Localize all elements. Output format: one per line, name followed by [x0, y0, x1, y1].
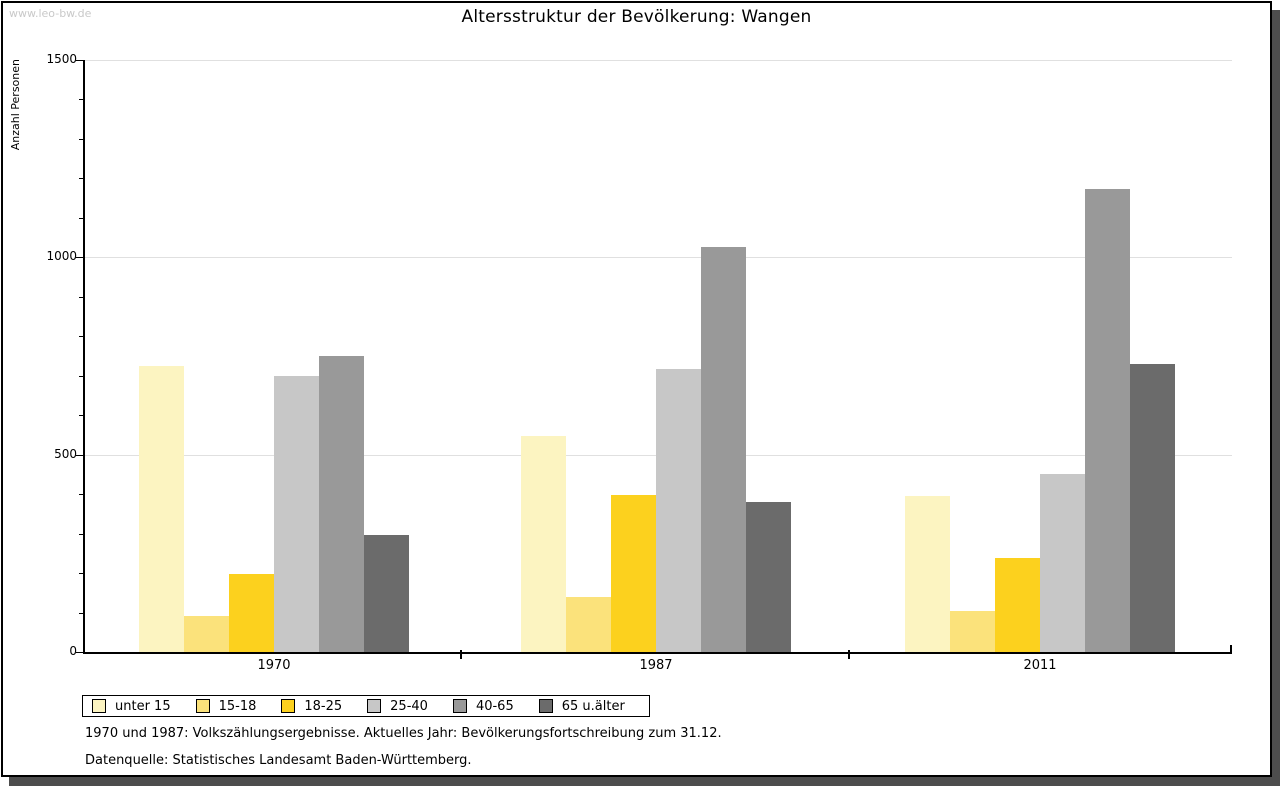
- legend-label: 15-18: [218, 698, 257, 714]
- legend-item-40-65: 40-65: [452, 698, 514, 714]
- y-tick-label-1000: 1000: [46, 249, 77, 264]
- watermark: www.leo-bw.de: [9, 7, 92, 20]
- bar-1987-40-65: [701, 247, 746, 652]
- y-tick-100: [79, 612, 83, 614]
- bar-1987-18-25: [611, 494, 656, 652]
- y-tick-label-500: 500: [54, 446, 77, 461]
- bar-1987-15-18: [566, 596, 611, 652]
- y-tick-900: [79, 296, 83, 298]
- footnote-line-1: 1970 und 1987: Volkszählungsergebnisse. …: [85, 726, 722, 741]
- y-tick-1500: [76, 60, 83, 61]
- x-axis-endcap: [1230, 645, 1232, 652]
- x-boundary-tick-1: [848, 650, 850, 659]
- legend-item-unter-15: unter 15: [92, 699, 171, 714]
- bar-2011-65-u-lter: [1130, 363, 1175, 652]
- y-tick-1300: [79, 138, 83, 140]
- bar-1970-18-25: [229, 573, 274, 652]
- bar-1987-65-u-lter: [746, 502, 791, 652]
- bar-1970-25-40: [274, 375, 319, 652]
- y-tick-200: [79, 573, 83, 575]
- bar-1970-65-u-lter: [364, 534, 409, 652]
- y-axis-line: [83, 60, 85, 652]
- y-tick-1400: [79, 99, 83, 101]
- legend-swatch-icon: [538, 699, 553, 713]
- y-tick-600: [79, 415, 83, 417]
- y-tick-800: [79, 336, 83, 338]
- gridline-1500: [85, 60, 1232, 61]
- legend-swatch-icon: [367, 699, 382, 713]
- x-boundary-tick-0: [460, 650, 462, 659]
- legend-swatch-icon: [195, 699, 210, 713]
- x-category-label-1970: 1970: [257, 658, 291, 673]
- legend-label: 18-25: [304, 698, 343, 714]
- bar-1970-40-65: [319, 356, 364, 652]
- legend-swatch-icon: [281, 699, 296, 713]
- legend-label: 25-40: [390, 698, 428, 714]
- legend-swatch-icon: [92, 699, 106, 713]
- legend-label: unter 15: [115, 698, 171, 714]
- chart-frame: www.leo-bw.de Altersstruktur der Bevölke…: [1, 1, 1272, 777]
- plot-area: 0 500 1000 1500 1970 1987 2011: [3, 3, 1280, 794]
- y-tick-label-0: 0: [69, 644, 77, 658]
- x-category-label-2011: 2011: [1023, 658, 1057, 673]
- legend-item-18-25: 18-25: [281, 699, 342, 714]
- y-tick-1000: [76, 257, 83, 259]
- bar-2011-40-65: [1085, 189, 1130, 652]
- y-tick-700: [79, 375, 83, 377]
- y-tick-0: [76, 652, 83, 653]
- bar-2011-18-25: [995, 558, 1040, 652]
- bar-1987-25-40: [656, 369, 701, 652]
- y-tick-300: [79, 533, 83, 535]
- x-category-label-1987: 1987: [639, 658, 673, 673]
- y-tick-400: [79, 494, 83, 496]
- y-tick-label-1500: 1500: [46, 52, 77, 66]
- bar-2011-25-40: [1040, 474, 1085, 652]
- bar-1987-unter-15: [521, 435, 566, 652]
- bar-2011-15-18: [950, 610, 995, 652]
- gridline-1000: [85, 257, 1232, 259]
- legend-swatch-icon: [452, 699, 467, 713]
- y-tick-500: [76, 454, 83, 456]
- y-tick-1200: [79, 178, 83, 180]
- bar-1970-unter-15: [139, 365, 184, 652]
- y-tick-1100: [79, 217, 83, 219]
- legend-item-25-40: 25-40: [367, 699, 428, 714]
- x-axis-line: [83, 652, 1232, 654]
- legend-label: 65 u.älter: [561, 698, 625, 714]
- bar-1970-15-18: [184, 616, 229, 652]
- page-title: Altersstruktur der Bevölkerung: Wangen: [461, 7, 812, 27]
- legend-label: 40-65: [475, 698, 514, 714]
- bar-2011-unter-15: [905, 495, 950, 652]
- footnote-line-2: Datenquelle: Statistisches Landesamt Bad…: [85, 753, 472, 768]
- legend: unter 15 15-18 18-25 25-40 40-65 65 u.älter: [82, 695, 650, 717]
- legend-item-65-u-lter: 65 u.älter: [538, 698, 625, 714]
- legend-item-15-18: 15-18: [195, 698, 257, 714]
